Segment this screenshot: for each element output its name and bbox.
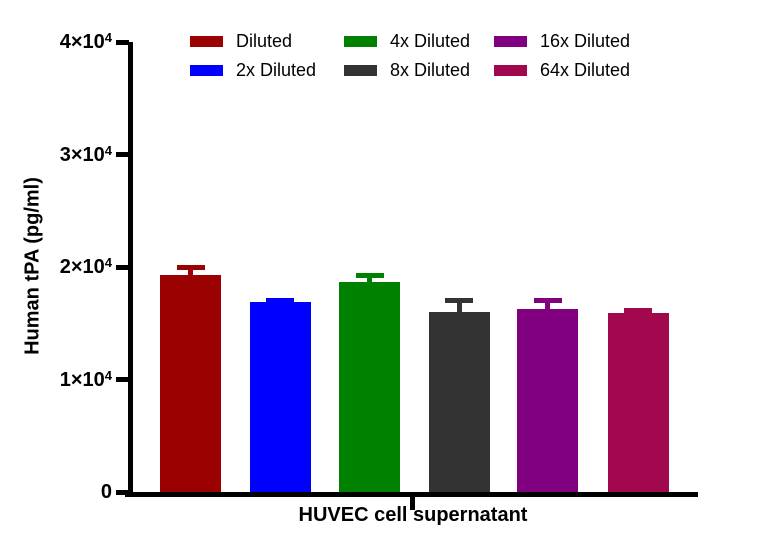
legend-entry-4x-diluted: 4x Diluted xyxy=(344,30,470,52)
legend-label: 64x Diluted xyxy=(540,60,631,80)
error-whisker-diluted xyxy=(188,267,193,281)
y-tick-exponent: 4 xyxy=(104,255,112,271)
y-tick-mantissa: 3×10 xyxy=(59,143,105,166)
y-tick-mark xyxy=(116,264,129,270)
error-cap-diluted xyxy=(176,265,205,271)
y-tick-mantissa: 1×10 xyxy=(59,368,105,391)
y-tick-exponent: 4 xyxy=(104,367,112,383)
legend-swatch-16x-diluted xyxy=(494,35,527,47)
error-cap-8x-diluted xyxy=(445,298,473,304)
legend-entry-8x-diluted: 8x Diluted xyxy=(344,59,470,81)
y-tick-label: 0 xyxy=(0,480,112,504)
y-tick-label: 1×104 xyxy=(0,368,112,394)
x-axis-title: HUVEC cell supernatant xyxy=(298,504,528,526)
y-tick-label: 2×104 xyxy=(0,255,112,281)
bar-4x-diluted xyxy=(339,282,400,492)
y-tick-exponent: 4 xyxy=(104,30,112,46)
legend-swatch-2x-diluted xyxy=(190,64,223,76)
legend-entry-16x-diluted: 16x Diluted xyxy=(494,30,630,52)
error-whisker-16x-diluted xyxy=(545,300,550,316)
legend-label: 8x Diluted xyxy=(390,60,471,80)
y-tick-label: 3×104 xyxy=(0,143,112,169)
y-tick-mark xyxy=(116,377,129,382)
bar-2x-diluted xyxy=(249,302,311,492)
legend-swatch-diluted xyxy=(190,35,223,47)
y-axis-line xyxy=(128,42,133,497)
x-axis-line xyxy=(125,492,698,497)
y-tick-mantissa: 2×10 xyxy=(59,256,105,278)
bar-16x-diluted xyxy=(517,309,578,492)
bar-64x-diluted xyxy=(607,313,669,492)
error-whisker-4x-diluted xyxy=(367,275,372,289)
legend-label: 4x Diluted xyxy=(390,31,471,51)
bar-diluted xyxy=(160,274,221,492)
error-cap-4x-diluted xyxy=(355,272,384,278)
error-cap-64x-diluted xyxy=(624,307,652,313)
y-tick-mantissa: 4×10 xyxy=(59,31,105,53)
legend-swatch-8x-diluted xyxy=(344,64,377,76)
legend-label: 2x Diluted xyxy=(236,60,317,80)
legend-swatch-64x-diluted xyxy=(494,64,527,76)
legend-entry-64x-diluted: 64x Diluted xyxy=(494,59,630,81)
error-cap-2x-diluted xyxy=(266,298,294,304)
legend-label: Diluted xyxy=(236,31,293,51)
legend-swatch-4x-diluted xyxy=(344,35,377,47)
bar-8x-diluted xyxy=(428,312,490,492)
y-tick-mantissa: 0 xyxy=(100,481,112,503)
y-tick-mark xyxy=(116,39,129,45)
error-whisker-8x-diluted xyxy=(456,300,462,318)
legend-label: 16x Diluted xyxy=(540,31,631,51)
y-tick-exponent: 4 xyxy=(104,142,112,158)
legend-entry-2x-diluted: 2x Diluted xyxy=(190,59,316,81)
x-axis-tick xyxy=(410,497,415,510)
error-cap-16x-diluted xyxy=(533,298,562,304)
y-tick-mark xyxy=(116,152,129,157)
legend-entry-diluted: Diluted xyxy=(190,30,292,52)
y-tick-mark xyxy=(116,489,129,495)
y-tick-label: 4×104 xyxy=(0,30,112,56)
